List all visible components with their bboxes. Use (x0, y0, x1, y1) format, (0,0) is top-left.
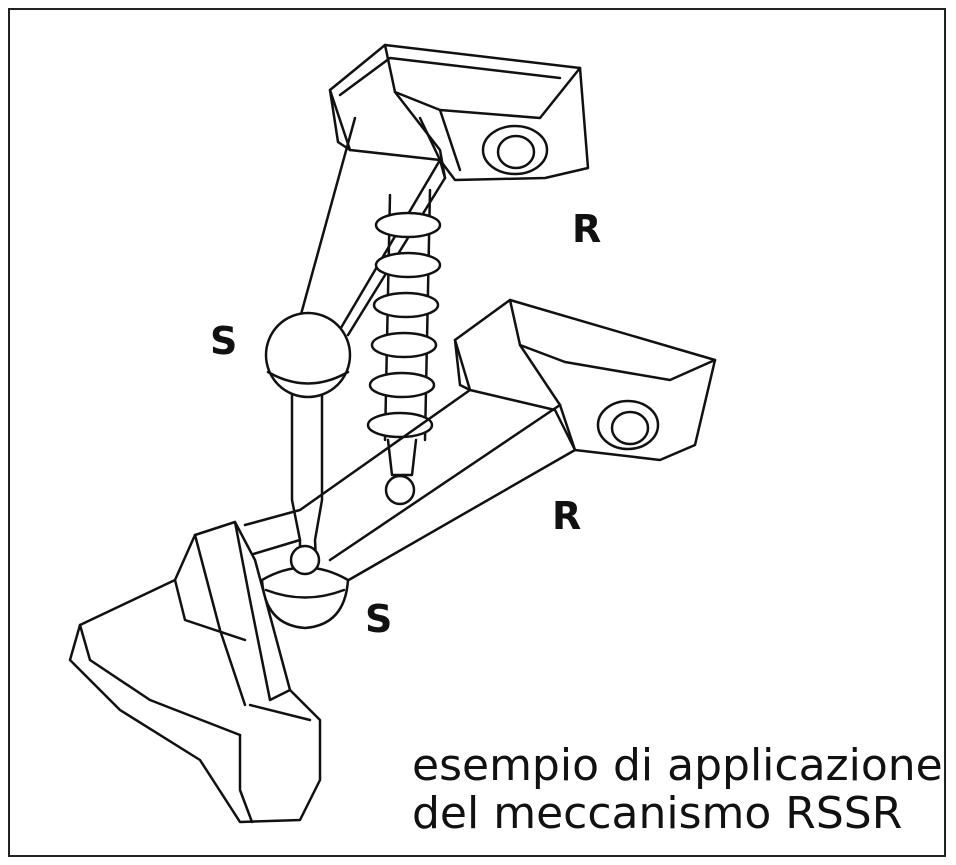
figure-caption: esempio di applicazione del meccanismo R… (412, 742, 943, 838)
spherical-joint-label-upper: S (210, 319, 238, 363)
lower-ball-joint (260, 544, 350, 630)
revolute-joint-label-upper: R (572, 207, 602, 251)
lower-arm (243, 298, 717, 587)
upright-rod (290, 383, 324, 562)
wheel-hub (68, 520, 322, 824)
upper-arm (298, 43, 590, 340)
upper-ball-joint (264, 311, 352, 399)
revolute-joint-label-lower: R (552, 494, 582, 538)
caption-line-2: del meccanismo RSSR (412, 788, 903, 839)
caption-line-1: esempio di applicazione (412, 740, 943, 791)
spring-damper (366, 188, 442, 506)
spherical-joint-label-lower: S (365, 597, 393, 641)
